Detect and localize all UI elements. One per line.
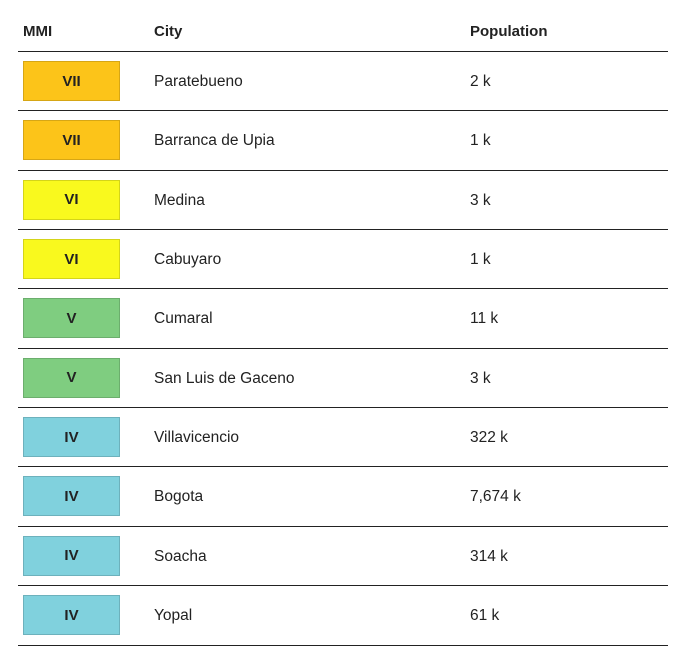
city-cell: Yopal xyxy=(154,607,193,625)
city-cell: Cumaral xyxy=(154,310,213,328)
table-row: IV Villavicencio 322 k xyxy=(18,407,668,467)
bottom-rule xyxy=(18,644,668,646)
population-cell: 314 k xyxy=(470,547,508,565)
city-cell: San Luis de Gaceno xyxy=(154,369,295,387)
population-cell: 1 k xyxy=(470,132,491,150)
population-cell: 11 k xyxy=(470,310,499,328)
population-cell: 2 k xyxy=(470,73,491,90)
population-cell: 322 k xyxy=(470,429,508,447)
city-cell: Soacha xyxy=(154,547,207,565)
mmi-badge: IV xyxy=(23,595,120,636)
mmi-badge: V xyxy=(23,357,120,398)
table-row: IV Soacha 314 k xyxy=(18,525,668,586)
city-cell: Villavicencio xyxy=(154,429,240,447)
mmi-badge: VI xyxy=(23,239,120,280)
header-city: City xyxy=(154,23,183,40)
table-row: VI Medina 3 k xyxy=(18,169,668,230)
mmi-badge: IV xyxy=(23,535,120,576)
table-row: IV Bogota 7,674 k xyxy=(18,466,668,526)
mmi-badge: VI xyxy=(23,179,120,220)
city-cell: Medina xyxy=(154,191,205,209)
mmi-badge: IV xyxy=(23,476,120,517)
header-mmi: MMI xyxy=(23,23,53,40)
table-row: V San Luis de Gaceno 3 k xyxy=(18,347,668,408)
population-cell: 1 k xyxy=(470,251,491,269)
table-row: V Cumaral 11 k xyxy=(18,288,668,348)
mmi-badge: IV xyxy=(23,417,120,458)
population-cell: 3 k xyxy=(470,369,491,387)
city-cell: Cabuyaro xyxy=(154,251,222,269)
table-row: IV Yopal 61 k xyxy=(18,585,668,645)
mmi-badge: V xyxy=(23,298,120,339)
city-cell: Bogota xyxy=(154,488,204,506)
table-row: VII Barranca de Upia 1 k xyxy=(18,110,668,170)
population-cell: 7,674 k xyxy=(470,488,521,506)
population-cell: 61 k xyxy=(470,607,500,625)
header-population: Population xyxy=(470,23,548,40)
mmi-badge: VII xyxy=(23,61,120,101)
table-row: VI Cabuyaro 1 k xyxy=(18,229,668,289)
city-cell: Barranca de Upia xyxy=(154,132,275,150)
table-row: VII Paratebueno 2 k xyxy=(18,51,668,111)
mmi-badge: VII xyxy=(23,120,120,161)
population-cell: 3 k xyxy=(470,191,491,209)
city-cell: Paratebueno xyxy=(154,73,243,90)
